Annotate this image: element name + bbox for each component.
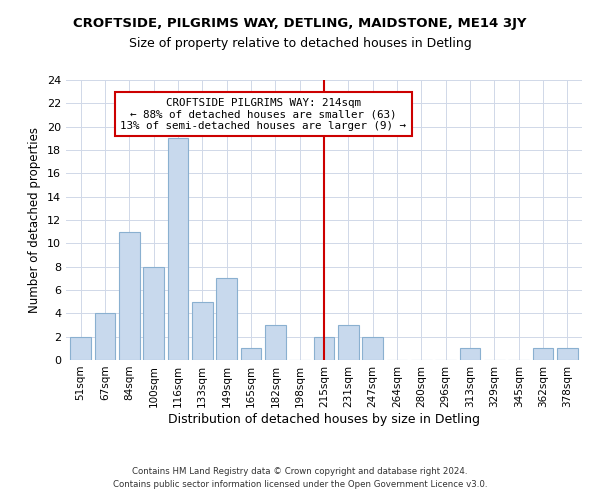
Bar (362, 336, 383, 360)
Bar (241, 348, 262, 360)
Bar (70, 336, 91, 360)
Y-axis label: Number of detached properties: Number of detached properties (28, 127, 41, 313)
Bar (460, 348, 481, 360)
Text: Size of property relative to detached houses in Detling: Size of property relative to detached ho… (128, 38, 472, 51)
Bar (167, 138, 188, 360)
Text: CROFTSIDE PILGRIMS WAY: 214sqm
← 88% of detached houses are smaller (63)
13% of : CROFTSIDE PILGRIMS WAY: 214sqm ← 88% of … (120, 98, 406, 130)
Bar (265, 325, 286, 360)
Bar (95, 314, 115, 360)
Text: CROFTSIDE, PILGRIMS WAY, DETLING, MAIDSTONE, ME14 3JY: CROFTSIDE, PILGRIMS WAY, DETLING, MAIDST… (73, 18, 527, 30)
Bar (557, 348, 578, 360)
Bar (338, 325, 359, 360)
Bar (143, 266, 164, 360)
Bar (119, 232, 140, 360)
Bar (192, 302, 212, 360)
Text: Contains HM Land Registry data © Crown copyright and database right 2024.: Contains HM Land Registry data © Crown c… (132, 467, 468, 476)
Bar (533, 348, 553, 360)
Bar (314, 336, 334, 360)
Text: Contains public sector information licensed under the Open Government Licence v3: Contains public sector information licen… (113, 480, 487, 489)
Bar (216, 278, 237, 360)
X-axis label: Distribution of detached houses by size in Detling: Distribution of detached houses by size … (168, 412, 480, 426)
